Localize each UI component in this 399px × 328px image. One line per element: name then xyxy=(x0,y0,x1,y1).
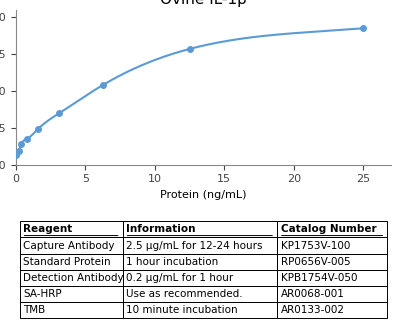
Text: Reagent: Reagent xyxy=(24,224,73,235)
Bar xyxy=(277,221,387,237)
Bar xyxy=(277,237,387,254)
Bar xyxy=(277,302,387,318)
Bar xyxy=(20,221,122,237)
Text: 0.2 μg/mL for 1 hour: 0.2 μg/mL for 1 hour xyxy=(126,273,234,283)
Text: KPB1754V-050: KPB1754V-050 xyxy=(281,273,357,283)
Bar xyxy=(122,286,277,302)
Bar xyxy=(20,237,122,254)
Text: AR0068-001: AR0068-001 xyxy=(281,289,345,299)
Text: Detection Antibody: Detection Antibody xyxy=(24,273,124,283)
Text: 1 hour incubation: 1 hour incubation xyxy=(126,257,219,267)
Bar xyxy=(122,302,277,318)
Bar xyxy=(122,254,277,270)
Bar xyxy=(20,270,122,286)
Text: RP0656V-005: RP0656V-005 xyxy=(281,257,350,267)
Text: Use as recommended.: Use as recommended. xyxy=(126,289,243,299)
Title: Ovine IL-1β: Ovine IL-1β xyxy=(160,0,247,7)
Bar xyxy=(20,254,122,270)
Text: TMB: TMB xyxy=(24,305,46,315)
Text: 2.5 μg/mL for 12-24 hours: 2.5 μg/mL for 12-24 hours xyxy=(126,240,263,251)
Text: SA-HRP: SA-HRP xyxy=(24,289,62,299)
X-axis label: Protein (ng/mL): Protein (ng/mL) xyxy=(160,190,247,200)
Text: 10 minute incubation: 10 minute incubation xyxy=(126,305,238,315)
Text: Standard Protein: Standard Protein xyxy=(24,257,111,267)
Text: Catalog Number: Catalog Number xyxy=(281,224,376,235)
Bar xyxy=(277,270,387,286)
Text: KP1753V-100: KP1753V-100 xyxy=(281,240,350,251)
Bar xyxy=(20,302,122,318)
Bar xyxy=(277,254,387,270)
Bar xyxy=(122,237,277,254)
Text: Capture Antibody: Capture Antibody xyxy=(24,240,115,251)
Bar xyxy=(20,286,122,302)
Bar xyxy=(122,221,277,237)
Bar xyxy=(277,286,387,302)
Text: Information: Information xyxy=(126,224,196,235)
Bar xyxy=(122,270,277,286)
Text: AR0133-002: AR0133-002 xyxy=(281,305,345,315)
